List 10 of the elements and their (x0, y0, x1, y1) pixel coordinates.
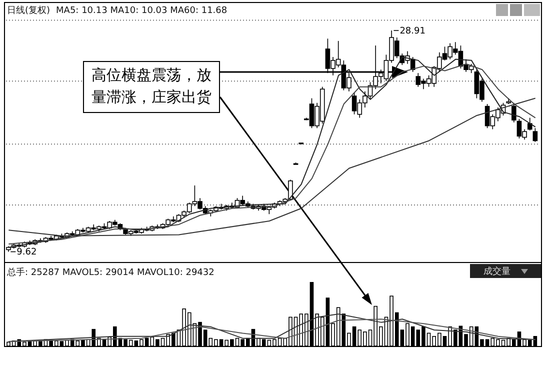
candlestick (512, 102, 516, 123)
text: 成交量 (484, 266, 510, 278)
text: 日线(复权) (7, 6, 50, 16)
annotation: 9.62 (16, 248, 37, 258)
callout-box: 高位横盘震荡，放量滞涨，庄家出货 (83, 61, 220, 113)
candlestick (532, 128, 538, 142)
text: 总手: 25287 MAVOL5: 29014 MAVOL10: 29432 (7, 266, 214, 279)
text: MA5: 10.13 MA10: 10.03 MA60: 11.68 (56, 6, 228, 16)
candlestick (527, 117, 532, 131)
annotation: 28.91 (400, 26, 426, 36)
